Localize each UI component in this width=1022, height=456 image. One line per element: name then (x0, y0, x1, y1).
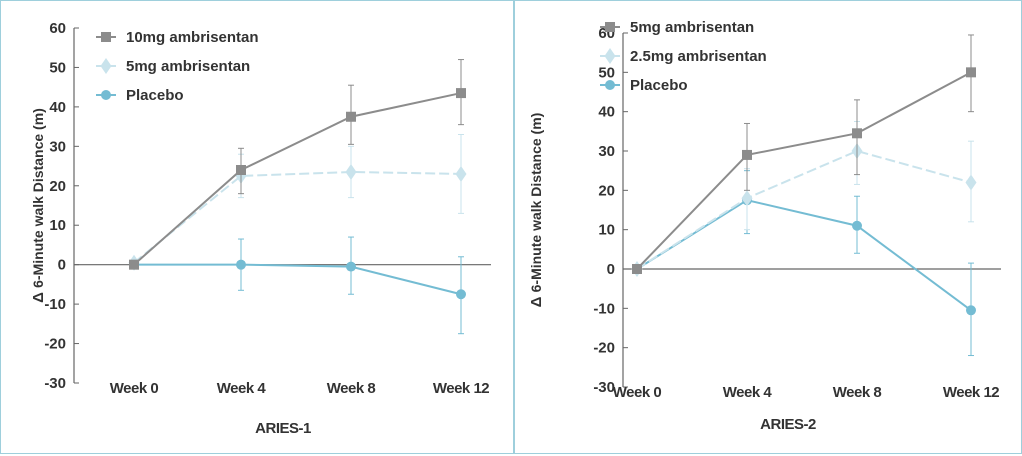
c1-y-tick-label: -30 (593, 379, 615, 396)
c0-y-axis-label-text: 6-Minute walk Distance (m) (30, 108, 46, 288)
chart-panel-aries-1: 60 50 40 30 20 10 0 -10 -20 -30 Week 0 Week 4 Week 8… (0, 0, 514, 454)
c1-y-axis-label-prefix: Δ (528, 292, 545, 307)
c0-y-axis-label: Δ 6-Minute walk Distance (m) (30, 108, 47, 303)
c0-y-tick-label: 40 (49, 99, 66, 116)
c0-x-tick-label: Week 4 (217, 380, 267, 397)
c1-y-tick-label: 20 (598, 182, 615, 199)
c1-y-axis-label: Δ 6-Minute walk Distance (m) (528, 113, 545, 308)
c0-legend-marker (101, 32, 111, 42)
c1-x-tick-label: Week 12 (943, 384, 999, 401)
c0-y-axis-label-prefix: Δ (30, 288, 47, 303)
c1-x-tick-label: Week 8 (833, 384, 882, 401)
c0-data-point (345, 163, 357, 180)
c0-x-tick-label: Week 12 (433, 380, 489, 397)
c1-legend-label: Placebo (630, 77, 688, 94)
c0-y-tick-label: 0 (58, 257, 66, 274)
c1-legend-entry: 5mg ambrisentan (600, 19, 754, 36)
c1-y-tick-label: -20 (593, 340, 615, 357)
c1-chart-title: ARIES-2 (760, 416, 816, 433)
c0-series-line (133, 170, 462, 264)
c1-x-tick-label: Week 4 (723, 384, 773, 401)
c0-chart-title: ARIES-1 (255, 420, 311, 437)
c0-legend-marker (100, 58, 112, 74)
c1-data-point (632, 264, 642, 274)
c1-series-line (636, 71, 972, 270)
c0-legend-marker (101, 90, 111, 100)
c0-data-point (236, 165, 246, 175)
c1-series-line (636, 149, 972, 270)
c1-series-2 (632, 170, 976, 357)
c1-legend-label: 2.5mg ambrisentan (630, 48, 767, 65)
line-chart-aries-1: 60 50 40 30 20 10 0 -10 -20 -30 Week 0 Week 4 Week 8… (30, 20, 491, 437)
c1-y-axis-label-text: 6-Minute walk Distance (m) (528, 113, 544, 293)
c0-y-tick-label: -30 (44, 375, 66, 392)
c0-data-point (456, 289, 466, 300)
c0-y-tick-label: -10 (44, 296, 66, 313)
c0-x-tick-label: Week 8 (327, 380, 376, 397)
c0-legend-label: 5mg ambrisentan (126, 58, 250, 75)
c0-legend-label: 10mg ambrisentan (126, 29, 259, 46)
c1-y-tick-label: 10 (598, 222, 615, 239)
c1-data-point (966, 67, 976, 78)
c0-y-tick-label: 30 (49, 138, 66, 155)
c0-series-2 (129, 236, 466, 335)
c1-legend-label: 5mg ambrisentan (630, 19, 754, 36)
c0-legend-label: Placebo (126, 87, 184, 104)
c0-y-tick-label: 10 (49, 217, 66, 234)
c1-y-tick-label: -10 (593, 300, 615, 317)
c0-y-tick-label: -20 (44, 336, 66, 353)
c0-y-tick-label: 50 (49, 59, 66, 76)
c1-data-point (966, 305, 976, 316)
c0-data-point (236, 259, 246, 270)
c1-legend-marker (605, 22, 615, 32)
c1-series-1 (631, 121, 977, 277)
c0-data-point (346, 261, 356, 272)
chart-panel-aries-2: 60 50 40 30 20 10 0 -10 -20 -30 Week 0 Week 4 Week 8… (514, 0, 1022, 454)
c0-data-point (346, 111, 356, 122)
c0-y-tick-label: 60 (49, 20, 66, 37)
c0-series-1 (128, 134, 467, 271)
c1-y-tick-label: 30 (598, 143, 615, 160)
c1-x-tick-label: Week 0 (613, 384, 662, 401)
c0-legend-entry: 10mg ambrisentan (96, 29, 259, 46)
c1-data-point (852, 220, 862, 231)
c1-y-tick-label: 40 (598, 104, 615, 121)
c1-data-point (965, 174, 977, 191)
c0-y-tick-label: 20 (49, 178, 66, 195)
c0-data-point (456, 88, 466, 99)
c1-data-point (741, 190, 753, 207)
c1-legend-marker (605, 80, 615, 90)
c1-y-tick-label: 50 (598, 64, 615, 81)
c0-data-point (129, 259, 139, 270)
c0-x-tick-label: Week 0 (110, 380, 159, 397)
c0-legend-entry: Placebo (96, 87, 184, 104)
c0-data-point (455, 165, 467, 182)
c1-legend-entry: 2.5mg ambrisentan (600, 48, 767, 65)
c1-data-point (852, 128, 862, 139)
c0-legend-entry: 5mg ambrisentan (96, 58, 250, 75)
c0-series-0 (129, 59, 466, 270)
c1-legend-entry: Placebo (600, 77, 688, 94)
c1-legend-marker (604, 48, 616, 64)
c0-series-line (133, 92, 462, 266)
c1-y-tick-label: 0 (607, 261, 615, 278)
c1-data-point (742, 149, 752, 160)
c0-series-line (134, 263, 462, 296)
c1-series-0 (632, 34, 976, 274)
